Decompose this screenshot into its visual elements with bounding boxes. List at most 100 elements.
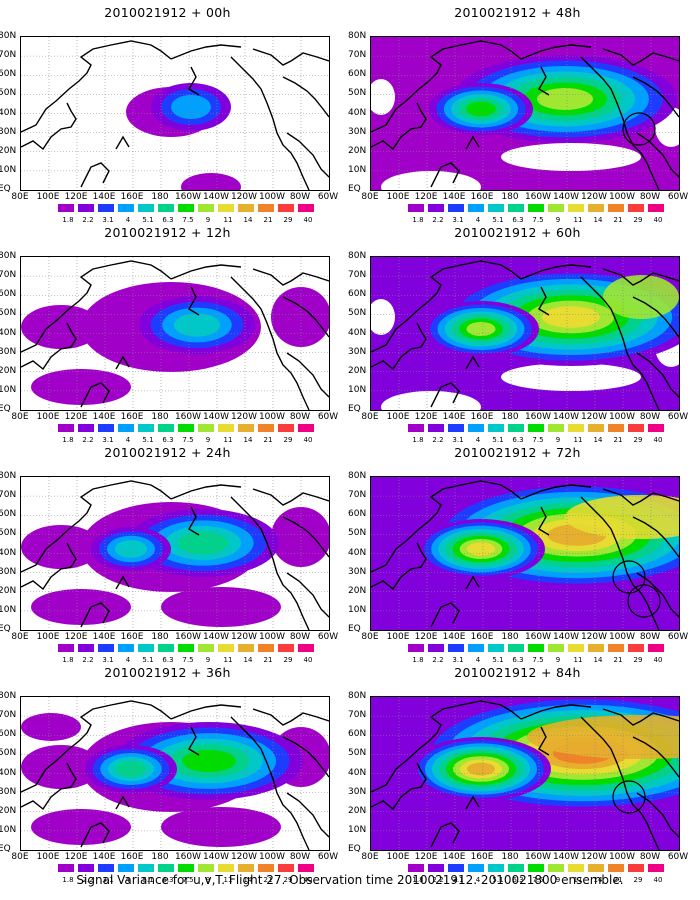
coastline [21, 762, 77, 811]
colorbar-label: 2.2 [82, 656, 94, 664]
x-tick-label: 120E [64, 852, 88, 862]
coastline [80, 822, 110, 848]
coastline [21, 542, 77, 591]
colorbar-label: 11 [223, 876, 233, 884]
y-tick-label: 60N [348, 729, 367, 740]
x-tick-label: 120E [414, 192, 438, 202]
x-tick-label: 60W [317, 412, 339, 422]
colorbar-label: 14 [243, 656, 253, 664]
x-tick-label: 80E [361, 412, 379, 422]
colorbar-label: 1.8 [62, 436, 74, 444]
map-area [370, 36, 680, 191]
panel-title: 2010021912 + 84h [454, 665, 581, 680]
coastline [115, 795, 130, 810]
x-tick-label: 60W [317, 192, 339, 202]
x-tick-label: 140W [202, 632, 230, 642]
colorbar-swatch [648, 864, 664, 872]
colorbar-label: 6.3 [162, 216, 174, 224]
coastline [230, 496, 310, 630]
variance-region [171, 95, 211, 119]
colorbar-label: 14 [593, 656, 603, 664]
colorbar-label: 1.8 [412, 436, 424, 444]
map-area [20, 256, 330, 411]
x-tick-label: 140E [442, 852, 466, 862]
x-tick-label: 100W [608, 852, 636, 862]
variance-region [31, 369, 131, 405]
colorbar-label: 7.5 [182, 216, 194, 224]
colorbar-swatch [58, 204, 74, 212]
y-tick-label: 30N [0, 786, 17, 797]
x-tick-label: 100W [258, 632, 286, 642]
map-area [370, 256, 680, 411]
x-tick-label: 140E [92, 412, 116, 422]
x-tick-label: 60W [667, 632, 689, 642]
colorbar-label: 3.1 [102, 436, 114, 444]
x-tick-label: 80E [11, 412, 29, 422]
x-tick-label: 180 [151, 632, 169, 642]
x-tick-label: 60W [667, 412, 689, 422]
x-tick-label: 80W [289, 852, 311, 862]
panel-title: 2010021912 + 24h [104, 445, 231, 460]
x-tick-label: 180 [501, 632, 519, 642]
map-area [20, 476, 330, 631]
x-tick-label: 80W [639, 852, 661, 862]
x-tick-label: 180 [501, 412, 519, 422]
coastline [371, 322, 427, 371]
map-panel: 2010021912 + 84h 80N 70N 60N 50N 40N 30N 20N 10N… [348, 665, 688, 887]
variance-region [271, 287, 329, 347]
colorbar-swatch [628, 204, 644, 212]
y-tick-label: EQ [0, 624, 11, 634]
x-tick-label: 120W [230, 632, 258, 642]
y-tick-label: 80N [0, 251, 17, 261]
colorbar-label: 40 [303, 216, 313, 224]
y-tick-label: 60N [0, 69, 17, 80]
coastline [188, 726, 200, 756]
map-svg [21, 697, 329, 850]
colorbar-swatch [588, 424, 604, 432]
y-tick-label: EQ [0, 844, 11, 854]
colorbar-swatch [588, 204, 604, 212]
variance-region [115, 540, 147, 558]
colorbar-label: 21 [613, 436, 623, 444]
coastline [21, 102, 77, 151]
colorbar-label: 11 [573, 876, 583, 884]
y-tick-label: EQ [0, 184, 11, 194]
colorbar-label: 21 [613, 876, 623, 884]
colorbar-swatch [158, 864, 174, 872]
x-tick-label: 100E [36, 632, 60, 642]
x-tick-label: 140W [552, 632, 580, 642]
x-tick-label: 160E [120, 632, 144, 642]
colorbar-label: 6.3 [162, 436, 174, 444]
x-tick-label: 120E [64, 192, 88, 202]
y-tick-label: 10N [0, 164, 17, 175]
y-tick-label: 60N [348, 69, 367, 80]
colorbar-swatch [258, 424, 274, 432]
colorbar-label: 2.2 [432, 656, 444, 664]
colorbar-label: 5.1 [492, 656, 504, 664]
variance-region [182, 749, 236, 773]
colorbar-swatch [138, 424, 154, 432]
colorbar-swatch [118, 864, 134, 872]
colorbar-label: 40 [653, 436, 663, 444]
colorbar-swatch [468, 424, 484, 432]
map-area [370, 476, 680, 631]
colorbar-label: 3.1 [102, 216, 114, 224]
y-tick-label: 80N [348, 471, 367, 481]
map-svg [21, 257, 329, 410]
variance-region [565, 495, 679, 539]
coastline [465, 795, 480, 810]
x-tick-label: 100E [386, 412, 410, 422]
y-tick-label: 70N [348, 490, 367, 501]
y-tick-label: 80N [0, 691, 17, 701]
colorbar-label: 1.8 [412, 876, 424, 884]
x-tick-label: 180 [151, 192, 169, 202]
y-tick-label: 10N [0, 604, 17, 615]
colorbar-swatch [568, 204, 584, 212]
colorbar-swatch [98, 644, 114, 652]
colorbar-swatch [298, 204, 314, 212]
colorbar-swatch [548, 204, 564, 212]
colorbar-label: 9 [555, 436, 561, 444]
colorbar-swatch [298, 864, 314, 872]
colorbar-swatch [58, 644, 74, 652]
x-tick-label: 100W [258, 192, 286, 202]
